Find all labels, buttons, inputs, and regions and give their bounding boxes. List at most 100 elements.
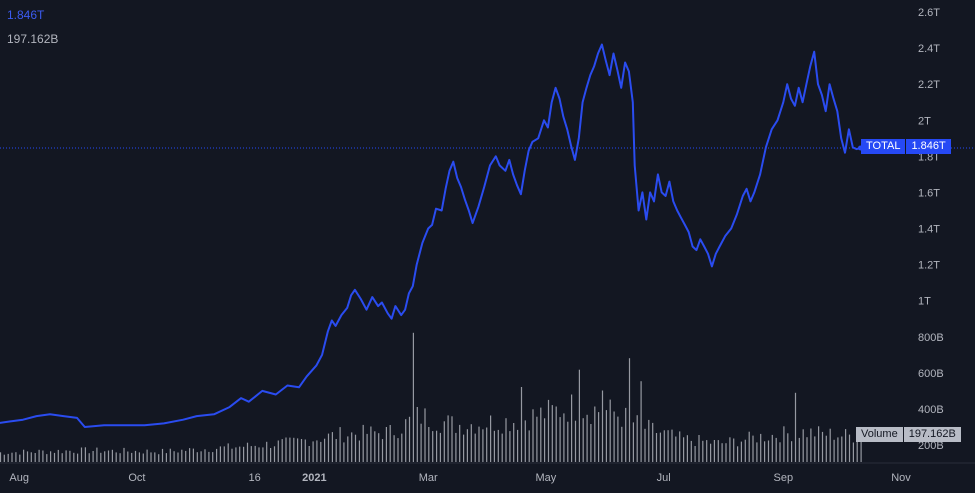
volume-bar bbox=[320, 441, 322, 462]
volume-bar bbox=[53, 452, 56, 462]
volume-bar bbox=[204, 449, 206, 462]
volume-bar bbox=[432, 431, 434, 462]
volume-bar bbox=[451, 416, 453, 462]
volume-bar bbox=[235, 447, 237, 462]
y-tick-label: 200B bbox=[918, 440, 944, 452]
volume-bar bbox=[806, 437, 808, 462]
volume-bar bbox=[683, 437, 685, 462]
volume-bar bbox=[744, 439, 746, 462]
volume-bar bbox=[594, 406, 596, 462]
volume-bar bbox=[787, 433, 789, 462]
volume-bar bbox=[327, 433, 330, 462]
volume-bar bbox=[621, 426, 623, 462]
volume-bar bbox=[181, 449, 183, 462]
volume-bar bbox=[706, 440, 708, 462]
volume-bar bbox=[598, 412, 600, 462]
volume-bar bbox=[563, 413, 565, 462]
x-tick-label: May bbox=[536, 472, 557, 484]
volume-bar bbox=[459, 424, 461, 462]
total-price-label: TOTAL 1.846T bbox=[861, 139, 951, 154]
volume-bar bbox=[177, 452, 179, 462]
y-tick-label: 1.6T bbox=[918, 187, 940, 199]
volume-bar bbox=[532, 409, 534, 462]
volume-bar bbox=[798, 437, 800, 462]
volume-bar bbox=[285, 437, 287, 462]
total-label-value: 1.846T bbox=[906, 139, 951, 154]
volume-bar bbox=[158, 454, 160, 462]
volume-bar bbox=[756, 442, 758, 462]
volume-bar bbox=[192, 448, 194, 462]
volume-bar bbox=[559, 417, 561, 462]
volume-bar bbox=[146, 449, 148, 462]
volume-bar bbox=[30, 452, 32, 462]
volume-bar bbox=[378, 433, 380, 462]
volume-bar bbox=[640, 381, 642, 462]
volume-bar bbox=[833, 439, 835, 462]
volume-bar bbox=[547, 399, 550, 462]
volume-bar bbox=[544, 418, 546, 462]
volume-bar bbox=[841, 436, 843, 462]
volume-bar bbox=[15, 452, 17, 462]
volume-bar bbox=[555, 406, 557, 462]
volume-bar bbox=[775, 437, 777, 462]
volume-bar bbox=[760, 433, 762, 462]
y-tick-label: 400B bbox=[918, 404, 944, 416]
volume-bar bbox=[401, 433, 403, 462]
volume-bar bbox=[582, 418, 584, 462]
volume-bar bbox=[501, 433, 503, 462]
volume-bar bbox=[717, 440, 719, 462]
volume-bar bbox=[729, 437, 731, 462]
volume-bar bbox=[513, 423, 515, 462]
volume-bar bbox=[216, 448, 218, 462]
volume-bar bbox=[455, 432, 457, 462]
volume-bar bbox=[436, 430, 438, 462]
volume-bar bbox=[659, 432, 661, 462]
volume-bar bbox=[845, 429, 847, 462]
y-axis: 2.6T 2.4T 2.2T 2T 1.8T 1.6T 1.4T 1.2T 1T 800B 600B… bbox=[918, 7, 944, 452]
volume-bar bbox=[347, 436, 349, 462]
volume-bar bbox=[860, 436, 862, 462]
volume-bar bbox=[246, 442, 249, 462]
volume-bar bbox=[88, 453, 90, 462]
volume-bar bbox=[737, 446, 739, 462]
volume-bar bbox=[416, 407, 418, 462]
volume-bar bbox=[829, 428, 831, 462]
volume-bar bbox=[358, 440, 360, 462]
volume-bar bbox=[725, 443, 727, 462]
volume-bar bbox=[663, 430, 665, 462]
total-label-key: TOTAL bbox=[861, 139, 907, 154]
volume-bar bbox=[767, 440, 770, 462]
volume-bar bbox=[571, 394, 573, 462]
volume-bar bbox=[227, 443, 229, 462]
volume-bar bbox=[69, 450, 71, 462]
volume-bar bbox=[134, 450, 137, 462]
volume-bar bbox=[609, 399, 611, 462]
volume-bar bbox=[528, 430, 530, 462]
volume-bar bbox=[821, 431, 824, 462]
volume-bar bbox=[698, 435, 700, 462]
volume-bar bbox=[50, 451, 52, 462]
volume-bar bbox=[490, 415, 492, 462]
volume-label-value: 197.162B bbox=[903, 427, 961, 442]
volume-bar bbox=[189, 448, 191, 462]
volume-bar bbox=[262, 447, 264, 462]
volume-bar bbox=[42, 450, 44, 462]
volume-bar bbox=[632, 422, 634, 462]
volume-bar bbox=[61, 453, 63, 462]
volume-bar bbox=[405, 419, 407, 462]
volume-bar bbox=[11, 452, 13, 462]
volume-bar bbox=[127, 451, 129, 462]
volume-bar bbox=[293, 437, 295, 462]
volume-bar bbox=[652, 422, 654, 462]
volume-bar bbox=[80, 447, 83, 462]
volume-bar bbox=[185, 450, 187, 462]
series-line-total bbox=[0, 43, 861, 428]
volume-bar bbox=[297, 438, 299, 462]
volume-bar bbox=[219, 446, 221, 462]
volume-bar bbox=[420, 423, 422, 462]
volume-bar bbox=[837, 437, 839, 462]
volume-bar bbox=[478, 426, 480, 462]
volume-bar bbox=[628, 358, 631, 462]
volume-bar bbox=[212, 452, 214, 462]
